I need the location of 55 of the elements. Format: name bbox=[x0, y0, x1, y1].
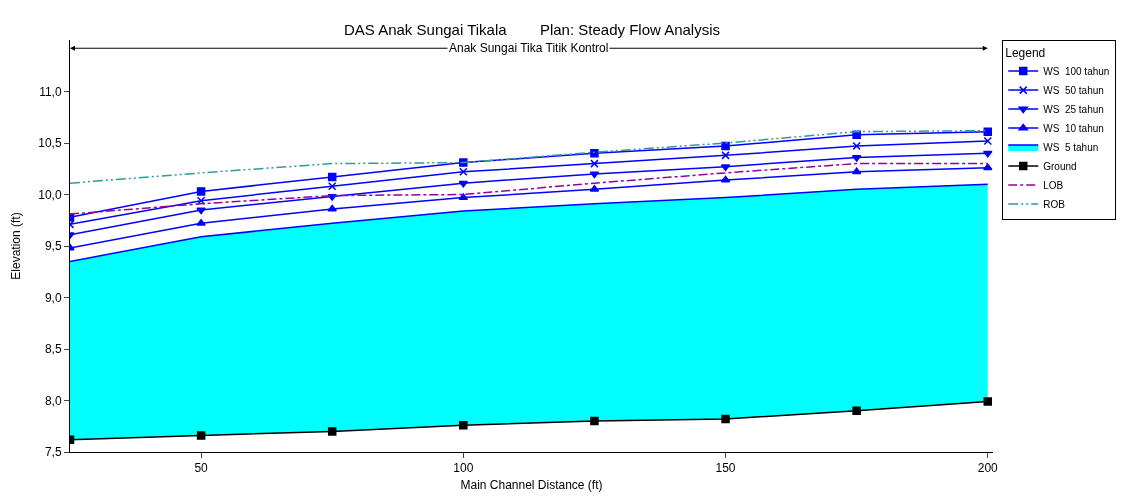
point bbox=[327, 172, 337, 182]
point bbox=[852, 141, 861, 151]
legend-title: Legend bbox=[1005, 45, 1046, 60]
point bbox=[982, 150, 993, 158]
point bbox=[982, 163, 993, 171]
legend-label: WS 50 tahun bbox=[1043, 85, 1104, 96]
point bbox=[196, 219, 206, 226]
legend-label: WS 25 tahun bbox=[1043, 104, 1104, 115]
point bbox=[721, 141, 730, 151]
point bbox=[327, 204, 338, 212]
point bbox=[852, 406, 861, 416]
y-tick-label: 8,0 bbox=[44, 393, 62, 408]
point bbox=[327, 427, 337, 436]
point bbox=[196, 431, 206, 440]
y-tick-label: 10,0 bbox=[38, 187, 62, 202]
legend-label: LOB bbox=[1043, 180, 1064, 191]
point bbox=[458, 180, 469, 188]
point bbox=[721, 414, 730, 424]
x-axis-title: Main Channel Distance (ft) bbox=[460, 478, 603, 493]
point bbox=[196, 207, 206, 215]
legend-label: WS 100 tahun bbox=[1043, 66, 1110, 77]
point bbox=[196, 187, 206, 196]
legend-label: WS 5 tahun bbox=[1043, 142, 1099, 153]
legend-label: Ground bbox=[1043, 161, 1077, 172]
point bbox=[983, 127, 993, 136]
y-tick-label: 9,0 bbox=[44, 290, 62, 305]
point bbox=[459, 167, 468, 177]
x-tick-label: 150 bbox=[715, 461, 736, 476]
point bbox=[983, 136, 993, 146]
point bbox=[851, 154, 862, 162]
chart-title: DAS Anak Sungai Tikala Plan: Steady Flow Analysis bbox=[344, 21, 721, 38]
point bbox=[590, 159, 599, 168]
point bbox=[721, 151, 730, 160]
point bbox=[458, 193, 469, 201]
y-tick-label: 7,5 bbox=[44, 445, 62, 460]
y-tick-label: 9,5 bbox=[44, 239, 62, 254]
point bbox=[590, 416, 599, 426]
point bbox=[327, 182, 337, 191]
point bbox=[851, 167, 862, 175]
x-tick-label: 50 bbox=[194, 461, 209, 476]
y-tick-label: 11,0 bbox=[39, 84, 62, 99]
x-tick-label: 100 bbox=[453, 461, 474, 476]
y-axis-title: Elevation (ft) bbox=[8, 212, 23, 280]
annotation: Anak Sungai Tika Titik Kontrol bbox=[449, 41, 609, 55]
point bbox=[720, 175, 731, 183]
point bbox=[459, 420, 468, 430]
point bbox=[590, 149, 599, 158]
point bbox=[196, 196, 206, 205]
legend-label: ROB bbox=[1043, 199, 1066, 210]
x-tick-label: 200 bbox=[977, 461, 999, 476]
point bbox=[983, 397, 993, 406]
legend-label: WS 10 tahun bbox=[1043, 123, 1104, 134]
point bbox=[589, 171, 600, 179]
y-tick-label: 8,5 bbox=[44, 342, 62, 357]
y-tick-label: 10,5 bbox=[38, 136, 62, 151]
